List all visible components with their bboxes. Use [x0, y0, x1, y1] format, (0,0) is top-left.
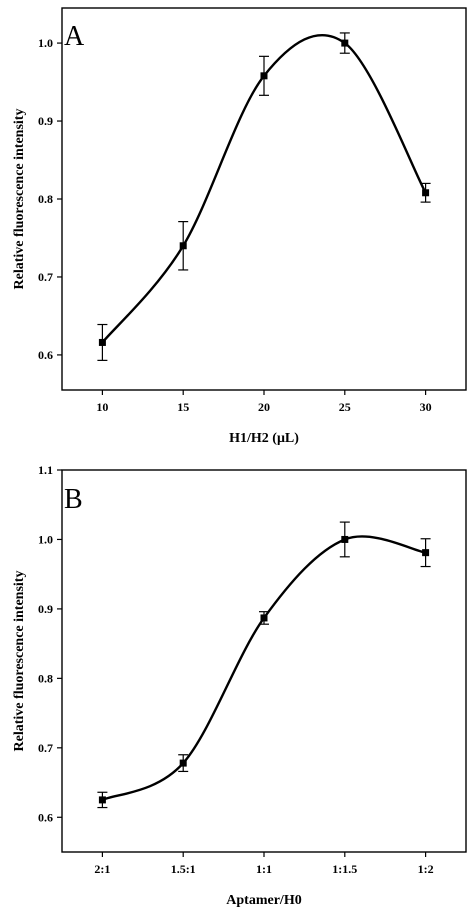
axis-ticks-b: 2:1 1.5:1 1:1 1:1.5 1:2 0.6 0.7 0.8 0.9 1.0 1.1 [38, 463, 434, 876]
y-axis-title-b: Relative fluorescence intensity [12, 571, 27, 752]
y-tick-label: 0.8 [38, 671, 53, 685]
data-point [422, 549, 430, 557]
chart-panel-b: B Relative fluorescence intensity Aptame… [12, 463, 467, 907]
y-axis-title-a: Relative fluorescence intensity [12, 109, 27, 290]
panel-label-b: B [64, 484, 83, 515]
y-tick-label: 0.9 [38, 602, 53, 616]
x-tick-label: 1:2 [418, 862, 434, 876]
x-tick-label: 1.5:1 [171, 862, 196, 876]
y-tick-label: 1.1 [38, 463, 53, 477]
panel-label-a: A [64, 21, 85, 52]
y-tick-label: 0.6 [38, 810, 53, 824]
data-marks-b [97, 521, 431, 809]
y-tick-label: 1.0 [38, 532, 53, 546]
data-point [260, 72, 268, 80]
x-tick-label: 1:1.5 [332, 862, 357, 876]
series-curve [101, 535, 426, 802]
data-point [341, 39, 349, 47]
x-tick-label: 15 [177, 400, 189, 414]
data-point [98, 338, 106, 346]
y-tick-label: 1.0 [38, 36, 53, 50]
y-tick-label: 0.8 [38, 192, 53, 206]
x-tick-label: 20 [258, 400, 270, 414]
x-tick-label: 1:1 [256, 862, 272, 876]
data-point [422, 189, 430, 197]
x-tick-label: 30 [420, 400, 432, 414]
data-point [179, 759, 187, 767]
axis-ticks-a: 10 15 20 25 30 0.6 0.7 0.8 0.9 1.0 [38, 36, 432, 414]
x-tick-label: 25 [339, 400, 351, 414]
y-tick-label: 0.7 [38, 741, 53, 755]
chart-panel-a: A Relative fluorescence intensity H1/H2 … [12, 7, 467, 446]
data-point [341, 535, 349, 543]
y-tick-label: 0.6 [38, 348, 53, 362]
x-axis-title-a: H1/H2 (μL) [229, 431, 299, 446]
data-point [179, 242, 187, 250]
x-tick-label: 10 [96, 400, 108, 414]
y-tick-label: 0.9 [38, 114, 53, 128]
data-point [260, 614, 268, 622]
x-axis-title-b: Aptamer/H0 [226, 893, 301, 907]
data-point [98, 796, 106, 804]
y-tick-label: 0.7 [38, 270, 53, 284]
x-tick-label: 2:1 [94, 862, 110, 876]
data-marks-a [97, 32, 431, 361]
